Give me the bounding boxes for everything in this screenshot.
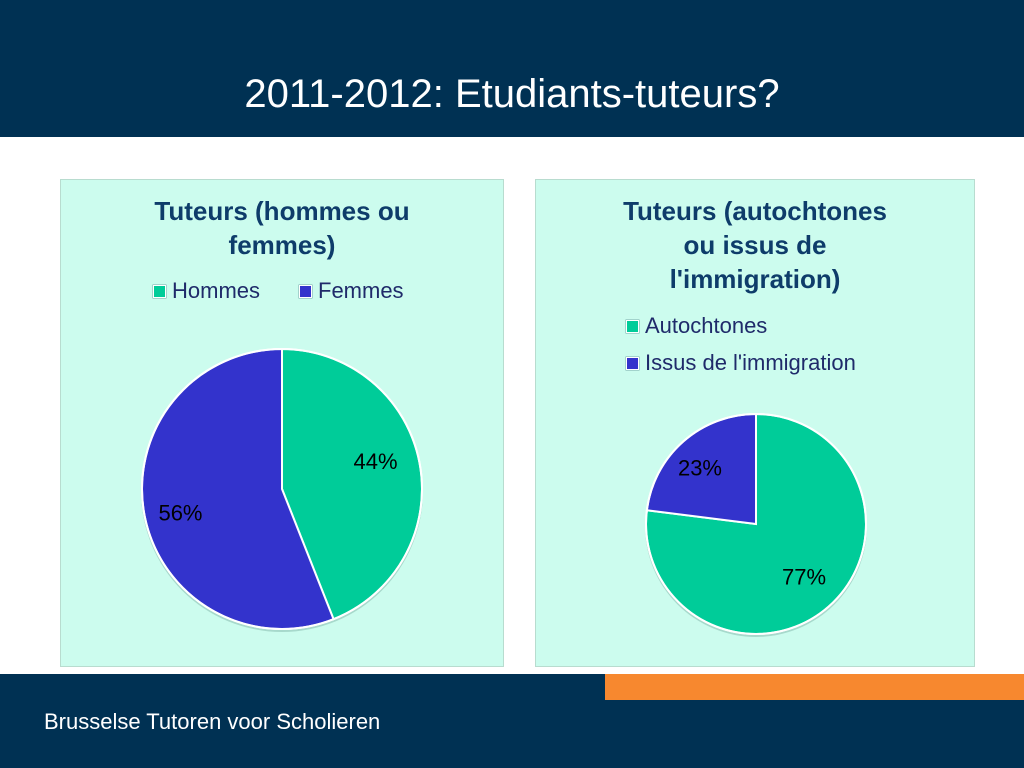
chart-title-line: femmes) — [228, 230, 336, 260]
pie-rim — [645, 413, 867, 635]
pie-data-label: 77% — [782, 564, 826, 589]
pie-chart-origin: 77% 23% — [645, 412, 867, 637]
slide-title: 2011-2012: Etudiants-tuteurs? — [244, 72, 780, 116]
legend-swatch-green — [626, 319, 639, 333]
pie-rim — [141, 348, 423, 630]
legend-item-autochtones: Autochtones — [626, 313, 767, 339]
legend-label: Femmes — [318, 278, 404, 303]
chart-title-origin: Tuteurs (autochtones ou issus de l'immig… — [536, 194, 974, 296]
footer-text: Brusselse Tutoren voor Scholieren — [44, 709, 381, 734]
chart-panel-gender: Tuteurs (hommes ou femmes) Hommes Femmes… — [60, 179, 504, 667]
legend-item-hommes: Hommes — [153, 278, 260, 304]
legend-label: Issus de l'immigration — [645, 350, 856, 375]
legend-swatch-green — [153, 284, 166, 298]
legend-item-femmes: Femmes — [299, 278, 404, 304]
header-bar — [0, 0, 1024, 137]
chart-title-line: Tuteurs (hommes ou — [154, 196, 410, 226]
chart-title-line: l'immigration) — [669, 264, 841, 294]
legend-label: Hommes — [172, 278, 261, 303]
chart-panel-origin: Tuteurs (autochtones ou issus de l'immig… — [535, 179, 975, 667]
legend-label: Autochtones — [645, 313, 768, 338]
chart-title-line: ou issus de — [683, 230, 827, 260]
legend-swatch-blue — [626, 356, 639, 370]
chart-title-line: Tuteurs (autochtones — [623, 196, 887, 226]
footer-accent-bar — [605, 674, 1024, 700]
pie-data-label: 44% — [353, 449, 397, 474]
pie-chart-gender: 44% 56% — [141, 347, 423, 632]
pie-data-label: 56% — [158, 501, 202, 526]
chart-title-gender: Tuteurs (hommes ou femmes) — [61, 194, 503, 262]
legend-swatch-blue — [299, 284, 312, 298]
pie-data-label: 23% — [678, 455, 722, 480]
legend-item-immigration: Issus de l'immigration — [626, 350, 856, 376]
